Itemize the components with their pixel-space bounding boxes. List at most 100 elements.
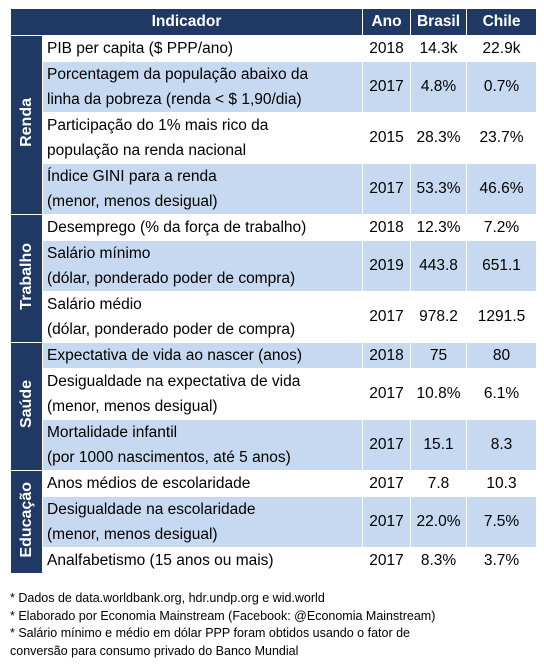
header-cell: Brasil xyxy=(410,8,468,36)
indicator-cell: Índice GINI para a renda (menor, menos de… xyxy=(41,163,364,215)
indicator-line: Desemprego (% da força de trabalho) xyxy=(47,219,307,236)
year-cell: 2017 xyxy=(362,470,412,497)
chile-cell: 7.2% xyxy=(466,214,538,241)
indicator-line: (menor, menos desigual) xyxy=(47,398,218,415)
indicator-cell: Porcentagem da população abaixo da linha … xyxy=(41,61,364,113)
brasil-cell: 14.3k xyxy=(410,35,468,62)
year-cell: 2017 xyxy=(362,291,412,343)
group-cell: Educação xyxy=(10,470,43,574)
year-cell: 2015 xyxy=(362,112,412,164)
footnotes: * Dados de data.worldbank.org, hdr.undp.… xyxy=(10,590,435,660)
indicator-line: (menor, menos desigual) xyxy=(47,193,218,210)
chile-cell: 23.7% xyxy=(466,112,538,164)
brasil-cell: 12.3% xyxy=(410,214,468,241)
brasil-cell: 75 xyxy=(410,342,468,369)
chile-cell: 3.7% xyxy=(466,547,538,574)
indicator-cell: Salário médio (dólar, ponderado poder de … xyxy=(41,291,364,343)
header-cell: Ano xyxy=(362,8,412,36)
table-row: Educação Anos médios de escolaridade 2017 7… xyxy=(10,470,538,574)
chile-cell: 80 xyxy=(466,342,538,369)
indicator-cell: PIB per capita ($ PPP/ano) xyxy=(41,35,364,62)
indicator-line: Anos médios de escolaridade xyxy=(47,475,251,492)
brasil-cell: 53.3% xyxy=(410,163,468,215)
brasil-cell: 8.3% xyxy=(410,547,468,574)
table-row: Saúde Expectativa de vida ao nascer (anos… xyxy=(10,342,538,471)
indicator-line: população na renda nacional xyxy=(47,142,247,159)
chile-cell: 0.7% xyxy=(466,61,538,113)
table-row: Desigualdade na expectativa de vida (meno… xyxy=(11,368,538,420)
indicator-line: Analfabetismo (15 anos ou mais) xyxy=(47,552,274,569)
indicator-line: linha da pobreza (renda < $ 1,90/dia) xyxy=(47,91,302,108)
header-row: Indicador Ano Brasil Chile xyxy=(9,8,538,36)
footnote-line: * Dados de data.worldbank.org, hdr.undp.… xyxy=(10,591,325,605)
table-row: Participação do 1% mais rico da população… xyxy=(11,112,538,164)
indicator-table: Indicador Ano Brasil Chile Renda PIB per … xyxy=(9,8,538,574)
indicator-cell: Expectativa de vida ao nascer (anos) xyxy=(41,342,364,369)
group-cell: Renda xyxy=(10,35,43,215)
indicator-cell: Mortalidade infantil (por 1000 nascimento… xyxy=(41,419,364,471)
footnote-line: * Salário mínimo e médio em dólar PPP fo… xyxy=(10,626,410,640)
brasil-cell: 10.8% xyxy=(410,368,468,420)
group-cell: Saúde xyxy=(10,342,43,471)
year-cell: 2018 xyxy=(362,35,412,62)
indicator-line: Índice GINI para a renda xyxy=(47,168,217,185)
brasil-cell: 978.2 xyxy=(410,291,468,343)
chile-cell: 651.1 xyxy=(466,240,538,292)
indicator-cell: Anos médios de escolaridade xyxy=(41,470,364,497)
year-cell: 2018 xyxy=(362,214,412,241)
indicator-line: PIB per capita ($ PPP/ano) xyxy=(47,40,234,57)
year-cell: 2019 xyxy=(362,240,412,292)
indicator-line: Porcentagem da população abaixo da xyxy=(47,66,309,83)
chile-cell: 10.3 xyxy=(466,470,538,497)
table-row: Renda PIB per capita ($ PPP/ano) 2018 14.3k… xyxy=(10,35,538,215)
year-cell: 2017 xyxy=(362,61,412,113)
indicator-line: (por 1000 nascimentos, até 5 anos) xyxy=(47,449,291,466)
group-label: Trabalho xyxy=(17,242,35,310)
brasil-cell: 22.0% xyxy=(410,496,468,548)
table-row: Trabalho Desemprego (% da força de trabal… xyxy=(10,214,538,343)
indicator-cell: Participação do 1% mais rico da população… xyxy=(41,112,364,164)
brasil-cell: 7.8 xyxy=(410,470,468,497)
table-row: Porcentagem da população abaixo da linha … xyxy=(11,61,538,113)
indicator-line: (dólar, ponderado poder de compra) xyxy=(47,270,296,287)
indicator-cell: Desigualdade na expectativa de vida (meno… xyxy=(41,368,364,420)
group-label: Renda xyxy=(17,98,35,147)
indicator-cell: Desigualdade na escolaridade (menor, meno… xyxy=(41,496,364,548)
year-cell: 2018 xyxy=(362,342,412,369)
table-row: Índice GINI para a renda (menor, menos de… xyxy=(11,163,538,215)
indicator-line: Expectativa de vida ao nascer (anos) xyxy=(47,347,303,364)
chile-cell: 8.3 xyxy=(466,419,538,471)
year-cell: 2017 xyxy=(362,419,412,471)
indicator-line: (dólar, ponderado poder de compra) xyxy=(47,321,296,338)
indicator-cell: Desemprego (% da força de trabalho) xyxy=(41,214,364,241)
chile-cell: 7.5% xyxy=(466,496,538,548)
chile-cell: 22.9k xyxy=(466,35,538,62)
chile-cell: 6.1% xyxy=(466,368,538,420)
brasil-cell: 443.8 xyxy=(410,240,468,292)
table-row: Desigualdade na escolaridade (menor, meno… xyxy=(11,496,538,548)
indicator-line: Salário mínimo xyxy=(47,245,151,262)
group-cell: Trabalho xyxy=(10,214,43,343)
header-cell: Indicador xyxy=(9,8,364,36)
chile-cell: 1291.5 xyxy=(466,291,538,343)
footnote-line: conversão para consumo privado do Banco … xyxy=(10,643,299,658)
year-cell: 2017 xyxy=(362,368,412,420)
indicator-cell: Salário mínimo (dólar, ponderado poder de… xyxy=(41,240,364,292)
year-cell: 2017 xyxy=(362,547,412,574)
table-row: Salário mínimo (dólar, ponderado poder de… xyxy=(11,240,538,292)
indicator-line: Desigualdade na expectativa de vida xyxy=(47,373,301,390)
table-row: Mortalidade infantil (por 1000 nascimento… xyxy=(11,419,538,471)
indicator-line: Desigualdade na escolaridade xyxy=(47,501,256,518)
indicator-line: Mortalidade infantil xyxy=(47,424,178,441)
indicator-line: Salário médio xyxy=(47,296,142,313)
footnote-line: * Elaborado por Economia Mainstream (Fac… xyxy=(10,608,436,623)
year-cell: 2017 xyxy=(362,496,412,548)
brasil-cell: 4.8% xyxy=(410,61,468,113)
table-row: Salário médio (dólar, ponderado poder de … xyxy=(11,291,538,343)
brasil-cell: 28.3% xyxy=(410,112,468,164)
header-cell: Chile xyxy=(466,8,538,36)
group-label: Saúde xyxy=(17,379,35,428)
indicator-line: (menor, menos desigual) xyxy=(47,526,218,543)
indicator-cell: Analfabetismo (15 anos ou mais) xyxy=(41,547,364,574)
